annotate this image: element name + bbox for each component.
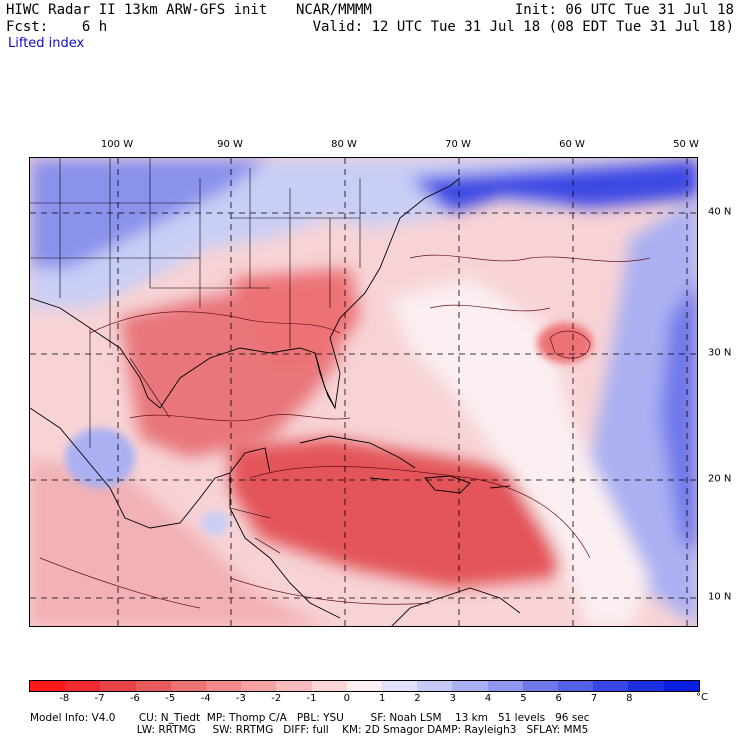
colorbar-tick-label: 5	[520, 693, 527, 704]
colorbar-tick-label: -7	[94, 693, 105, 704]
unstable-air-southeast	[230, 268, 360, 368]
lon-label: 90 W	[217, 139, 243, 150]
colorbar-tick-label: -2	[271, 693, 282, 704]
florida	[314, 352, 336, 409]
lon-label: 60 W	[559, 139, 585, 150]
colorbar-swatch	[628, 681, 664, 691]
colorbar-swatch	[276, 681, 312, 691]
colorbar-swatch	[522, 681, 559, 691]
colorbar-tick-label: 7	[590, 693, 598, 704]
colorbar-tick-label: -6	[129, 693, 140, 704]
colorbar-swatch	[206, 681, 242, 691]
colorbar-tick-label: 3	[449, 693, 456, 704]
li-contours	[39, 254, 651, 609]
colorbar-swatch	[558, 681, 594, 691]
colorbar-tick-label: 1	[378, 693, 386, 704]
forecast-hour: Fcst: 6 h	[6, 19, 108, 35]
lifted-index-map	[29, 157, 698, 627]
colorbar-tick-label: -4	[200, 693, 211, 704]
colorbar-swatch	[170, 681, 207, 691]
colorbar-swatch	[100, 681, 136, 691]
lat-label: 20 N	[708, 473, 732, 485]
colorbar-swatch	[346, 681, 383, 691]
colorbar-swatch	[593, 681, 629, 691]
coast-south-america	[391, 587, 521, 626]
colorbar-tick-label: 4	[484, 693, 492, 704]
yucatan	[229, 447, 271, 474]
lat-label: 40 N	[708, 206, 732, 218]
lon-label: 70 W	[445, 139, 471, 150]
map-canvas	[30, 158, 697, 626]
unstable-air-pacific	[30, 458, 326, 626]
model-info-line1: Model Info: V4.0 CU: N_Tiedt MP: Thomp C…	[30, 712, 590, 724]
hispaniola	[424, 475, 471, 494]
colorbar-tick-label: 8	[626, 693, 633, 704]
colorbar-tick-label: -3	[235, 693, 246, 704]
map-title: HIWC Radar II 13km ARW-GFS init	[6, 2, 268, 18]
colorbar-swatch	[417, 681, 453, 691]
colorbar-unit: °C	[696, 692, 708, 703]
colorbar-swatch	[311, 681, 347, 691]
puerto-rico	[489, 485, 511, 489]
model-info-line2: LW: RRTMG SW: RRTMG DIFF: full KM: 2D Sm…	[30, 724, 589, 736]
coast-mexico	[30, 407, 341, 619]
colorbar-swatch	[65, 681, 101, 691]
political-borders	[30, 158, 361, 554]
cuba	[299, 435, 416, 469]
init-time: Init: 06 UTC Tue 31 Jul 18	[514, 2, 734, 18]
lon-label: 100 W	[100, 139, 134, 150]
valid-time: Valid: 12 UTC Tue 31 Jul 18 (08 EDT Tue …	[312, 19, 734, 35]
colorbar-swatch	[30, 681, 66, 691]
lat-label: 10 N	[708, 591, 732, 603]
lat-label: 30 N	[708, 347, 732, 359]
colorbar-swatch	[663, 681, 699, 691]
colorbar-tick-label: -1	[306, 693, 317, 704]
colorbar-tick-label: 2	[414, 693, 421, 704]
stable-air-east-core	[660, 280, 697, 556]
unstable-pocket-atlantic	[537, 323, 593, 363]
stable-air-northeast	[410, 158, 697, 213]
colorbar-swatch	[135, 681, 171, 691]
stable-pocket-central	[201, 511, 229, 535]
colorbar-tick-label: 0	[343, 693, 351, 704]
graticule	[30, 158, 697, 626]
org-label: NCAR/MMMM	[296, 2, 372, 18]
colorbar-tick-label: -5	[165, 693, 176, 704]
field-name: Lifted index	[8, 36, 85, 51]
colorbar-tick-label: -8	[59, 693, 70, 704]
lon-label: 80 W	[331, 139, 357, 150]
colorbar	[29, 680, 700, 692]
colorbar-swatch	[241, 681, 277, 691]
lon-label: 50 W	[673, 139, 699, 150]
colorbar-tick-label: 6	[555, 693, 562, 704]
colorbar-swatch	[382, 681, 418, 691]
colorbar-swatch	[487, 681, 523, 691]
stable-pocket-mexico	[65, 428, 135, 488]
unstable-air-caribbean	[230, 438, 590, 588]
colorbar-swatch	[452, 681, 488, 691]
neutral-swath	[390, 278, 650, 626]
